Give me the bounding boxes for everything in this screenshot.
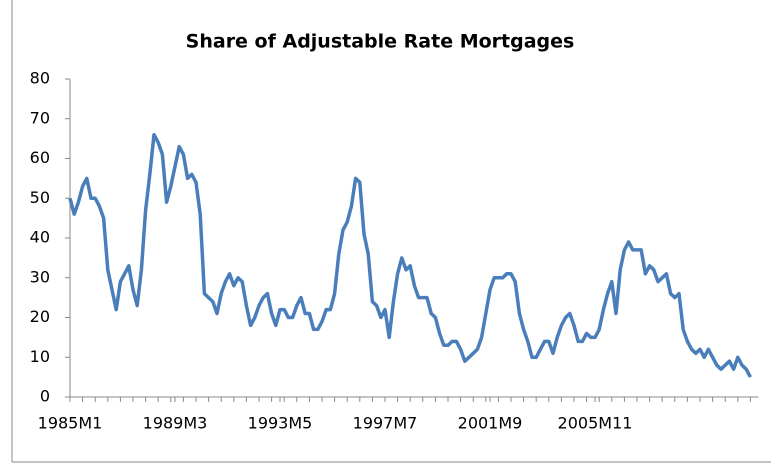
y-tick-label: 30: [30, 267, 50, 286]
y-tick-label: 80: [30, 69, 50, 88]
y-tick-label: 10: [30, 347, 50, 366]
y-tick-label: 60: [30, 148, 50, 167]
y-tick-label: 40: [30, 228, 50, 247]
x-tick-label: 2005M11: [558, 414, 633, 433]
x-tick-label: 1985M1: [38, 414, 103, 433]
y-tick-label: 70: [30, 108, 50, 127]
x-tick-label: 2001M9: [458, 414, 523, 433]
y-tick-label: 20: [30, 307, 50, 326]
x-tick-label: 1993M5: [248, 414, 313, 433]
y-tick-label: 50: [30, 188, 50, 207]
chart-title: Share of Adjustable Rate Mortgages: [186, 31, 575, 53]
x-tick-label: 1989M3: [143, 414, 208, 433]
x-tick-label: 1997M7: [353, 414, 418, 433]
y-tick-label: 0: [40, 387, 50, 406]
data-line: [68, 132, 752, 378]
